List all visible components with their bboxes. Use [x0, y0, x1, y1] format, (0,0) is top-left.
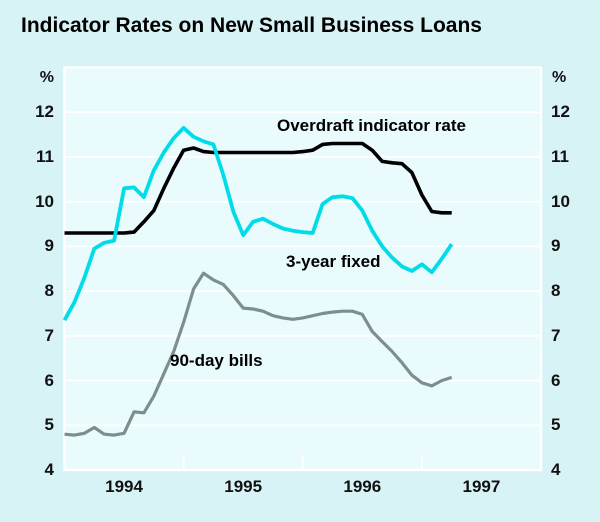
series-line-3-year-fixed	[62, 126, 454, 322]
y-tick-label-left-10: 10	[35, 191, 54, 211]
plot-background	[64, 67, 541, 470]
y-tick-label-right-11: 11	[551, 146, 569, 166]
y-tick-label-right-7: 7	[551, 325, 561, 345]
y-tick-label-left-4: 4	[44, 460, 54, 479]
x-tick-label-1994: 1994	[105, 477, 143, 496]
y-tick-label-right-5: 5	[551, 415, 561, 435]
y-tick-label-left-7: 7	[44, 325, 54, 345]
y-tick-label-left-9: 9	[44, 236, 54, 256]
x-tick-label-1996: 1996	[343, 477, 382, 496]
y-tick-label-left-5: 5	[44, 415, 54, 435]
y-tick-label-right-4: 4	[551, 460, 561, 479]
y-tick-label-left-6: 6	[44, 370, 54, 390]
series-label-3-year-fixed: 3-year fixed	[286, 252, 381, 271]
y-tick-label-right-9: 9	[551, 236, 561, 256]
y-tick-label-right-10: 10	[551, 191, 570, 211]
y-axis-unit-left: %	[39, 69, 54, 86]
series-label-overdraft-indicator-rate: Overdraft indicator rate	[277, 116, 466, 135]
y-tick-label-left-12: 12	[35, 102, 54, 122]
series-line-90-day-bills	[64, 271, 453, 437]
chart-title: Indicator Rates on New Small Business Lo…	[21, 14, 482, 37]
y-tick-label-right-6: 6	[551, 370, 561, 390]
y-tick-label-right-8: 8	[551, 281, 561, 301]
y-tick-label-left-11: 11	[36, 146, 54, 166]
x-tick-label-1997: 1997	[462, 477, 501, 496]
y-axis-unit-right: %	[552, 69, 567, 86]
y-tick-label-left-8: 8	[44, 281, 54, 301]
series-line-overdraft-indicator-rate	[64, 141, 452, 235]
y-tick-label-right-12: 12	[551, 102, 570, 122]
series-label-90-day-bills: 90-day bills	[170, 351, 263, 370]
x-tick-label-1995: 1995	[224, 477, 263, 496]
